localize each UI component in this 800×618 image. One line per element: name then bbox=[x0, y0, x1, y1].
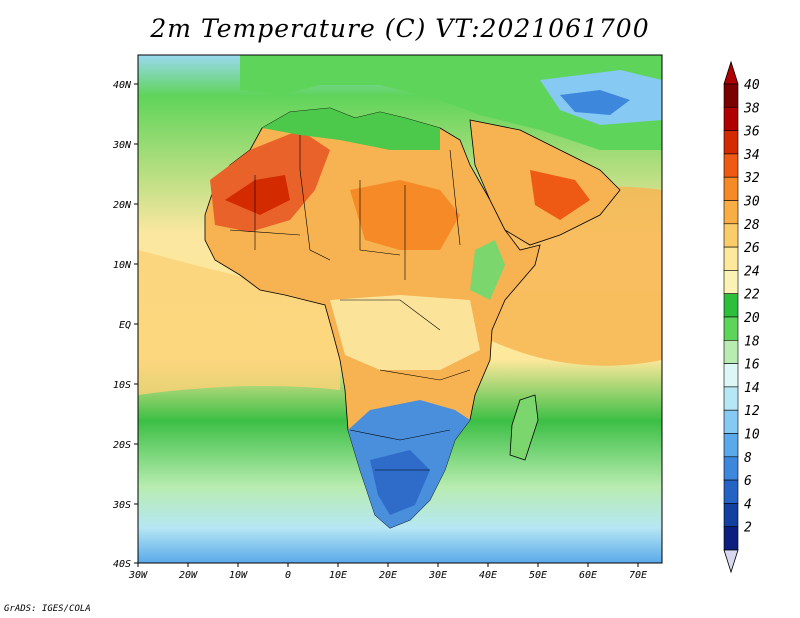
lon-label-50e: 50E bbox=[529, 570, 547, 581]
colorbar-swatch bbox=[723, 479, 739, 504]
colorbar-swatch bbox=[723, 200, 739, 225]
lon-label-40e: 40E bbox=[479, 570, 497, 581]
lat-label-10n: 10N bbox=[113, 260, 132, 271]
colorbar-swatch bbox=[723, 246, 739, 271]
colorbar-label: 4 bbox=[744, 497, 752, 512]
colorbar: 40 38 36 34 32 30 28 26 24 22 20 18 16 14 12 10 8 6 4 2 bbox=[723, 60, 760, 574]
colorbar-label: 36 bbox=[743, 125, 760, 140]
lon-label-30w: 30W bbox=[128, 570, 148, 581]
lon-label-10e: 10E bbox=[329, 570, 347, 581]
map-frame bbox=[137, 54, 663, 564]
colorbar-label: 18 bbox=[744, 334, 760, 349]
colorbar-swatch bbox=[723, 339, 739, 364]
lat-label-10s: 10S bbox=[113, 380, 131, 391]
colorbar-label: 24 bbox=[744, 264, 760, 279]
colorbar-bottom-arrow bbox=[723, 549, 739, 574]
colorbar-swatch bbox=[723, 107, 739, 131]
grads-credit: GrADS: IGES/COLA bbox=[4, 604, 91, 614]
colorbar-label: 34 bbox=[743, 148, 760, 163]
map-title: 2m Temperature (C) VT:2021061700 bbox=[150, 14, 650, 43]
colorbar-label: 38 bbox=[743, 101, 760, 116]
lon-label-0: 0 bbox=[285, 570, 291, 581]
colorbar-swatch bbox=[723, 316, 739, 341]
colorbar-swatch bbox=[723, 83, 739, 108]
colorbar-swatch bbox=[723, 293, 739, 318]
latitude-axis: 40N 30N 20N 10N EQ 10S 20S 30S 40S bbox=[112, 80, 138, 570]
colorbar-label: 22 bbox=[744, 288, 760, 303]
lat-label-20n: 20N bbox=[113, 200, 132, 211]
colorbar-label: 2 bbox=[744, 521, 752, 536]
colorbar-swatch bbox=[723, 503, 739, 527]
lat-label-40s: 40S bbox=[113, 559, 131, 570]
lat-label-eq: EQ bbox=[119, 320, 131, 331]
colorbar-label: 14 bbox=[744, 381, 760, 396]
lon-label-10w: 10W bbox=[229, 570, 248, 581]
lat-label-30s: 30S bbox=[112, 500, 131, 511]
colorbar-swatch bbox=[723, 386, 739, 411]
colorbar-swatch bbox=[723, 456, 739, 481]
lon-label-30e: 30E bbox=[428, 570, 447, 581]
lat-label-40n: 40N bbox=[113, 80, 132, 91]
colorbar-swatch bbox=[723, 363, 739, 388]
lat-label-30n: 30N bbox=[112, 140, 132, 151]
lon-label-60e: 60E bbox=[579, 570, 597, 581]
colorbar-swatch bbox=[723, 270, 739, 294]
colorbar-label: 26 bbox=[744, 241, 760, 256]
lon-label-70e: 70E bbox=[629, 570, 647, 581]
colorbar-label: 10 bbox=[744, 428, 760, 443]
colorbar-swatch bbox=[723, 409, 739, 434]
colorbar-label: 30 bbox=[743, 195, 760, 210]
colorbar-label: 32 bbox=[743, 171, 760, 186]
colorbar-top-arrow bbox=[723, 60, 739, 85]
colorbar-swatch bbox=[723, 153, 739, 178]
colorbar-label: 20 bbox=[744, 311, 760, 326]
colorbar-label: 12 bbox=[744, 404, 760, 419]
lat-label-20s: 20S bbox=[113, 440, 131, 451]
colorbar-swatch bbox=[723, 176, 739, 201]
colorbar-swatch bbox=[723, 526, 739, 551]
colorbar-label: 6 bbox=[744, 474, 752, 489]
lon-label-20w: 20W bbox=[179, 570, 198, 581]
madagascar bbox=[509, 394, 539, 461]
colorbar-label: 8 bbox=[744, 451, 752, 466]
colorbar-label: 40 bbox=[744, 78, 760, 93]
longitude-axis: 30W 20W 10W 0 10E 20E 30E 40E 50E 60E 70… bbox=[128, 563, 647, 581]
colorbar-swatch bbox=[723, 130, 739, 155]
colorbar-swatch bbox=[723, 433, 739, 458]
lon-label-20e: 20E bbox=[379, 570, 397, 581]
temperature-field bbox=[138, 55, 662, 563]
colorbar-label: 16 bbox=[744, 358, 760, 373]
colorbar-label: 28 bbox=[744, 218, 760, 233]
colorbar-swatch bbox=[723, 223, 739, 248]
